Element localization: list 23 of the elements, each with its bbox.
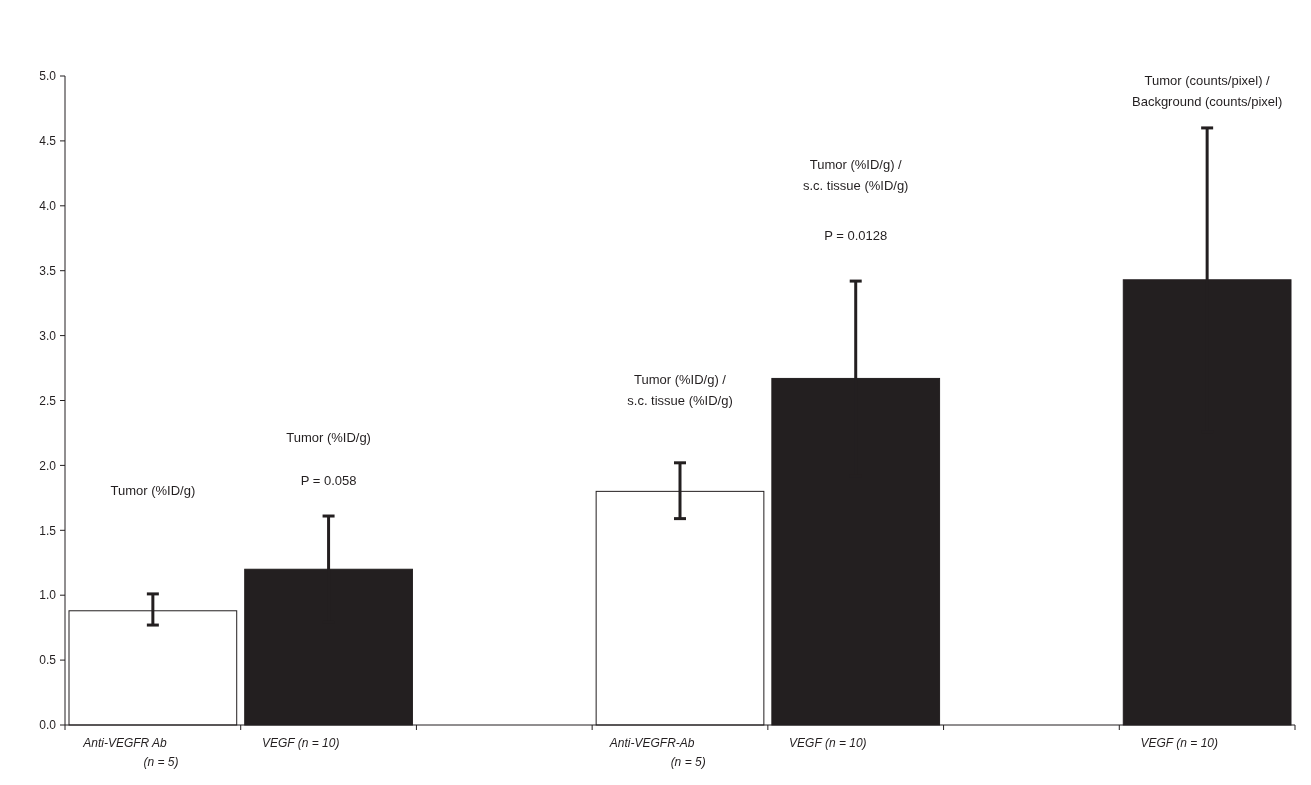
y-tick-label: 2.5 — [39, 393, 57, 408]
y-tick-label: 5.0 — [39, 69, 57, 84]
y-tick-label: 4.5 — [39, 134, 57, 149]
annotation: Tumor (%ID/g) — [110, 483, 196, 499]
x-tick-label: VEGF (n = 10) — [261, 736, 340, 750]
x-tick-label: Anti-VEGFR-Ab (n = 5) — [608, 736, 706, 769]
y-tick-label: 3.0 — [39, 328, 57, 343]
annotation: Tumor (%ID/g) — [286, 430, 371, 446]
annotation: P = 0.058 — [300, 472, 357, 488]
x-tick-label: Anti-VEGFR Ab (n = 5) — [82, 736, 179, 769]
annotation: P = 0.0128 — [824, 227, 888, 243]
x-tick-label: VEGF (n = 10) — [1140, 736, 1219, 750]
y-tick-label: 3.5 — [39, 263, 57, 278]
y-tick-label: 0.5 — [39, 653, 57, 668]
y-tick-label: 1.5 — [39, 523, 57, 538]
annotation: Tumor (%ID/g) / s.c. tissue (%ID/g) — [802, 157, 909, 194]
y-tick-label: 4.0 — [39, 199, 57, 213]
y-tick-label: 0.0 — [39, 718, 57, 733]
annotation: Tumor (counts/pixel) / Background (counts/pixel) — [1131, 73, 1283, 110]
y-tick-label: 2.0 — [39, 458, 57, 473]
y-tick-label: 1.0 — [39, 588, 57, 603]
x-tick-label: VEGF (n = 10) — [789, 736, 867, 750]
annotation: Tumor (%ID/g) / s.c. tissue (%ID/g) — [627, 371, 733, 408]
